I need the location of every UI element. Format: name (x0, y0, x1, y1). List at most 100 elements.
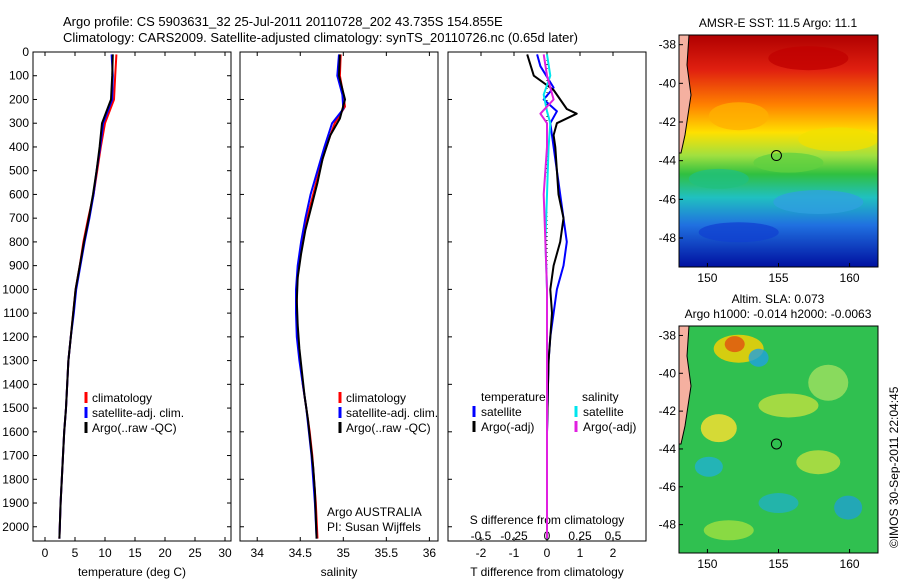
sst-field-patch (753, 152, 824, 173)
sla-field-patch (758, 493, 799, 514)
depth-tick-label: 400 (9, 140, 29, 154)
sla-field-patch (700, 414, 737, 443)
difference-xtick-label: -2 (476, 546, 487, 560)
sla-map-xtick-label: 150 (697, 557, 717, 571)
pi-annotation: PI: Susan Wijffels (327, 520, 421, 534)
depth-tick-label: 1700 (2, 449, 29, 463)
sla-map-subtitle: Argo h1000: -0.014 h2000: -0.0063 (685, 307, 872, 321)
sst-field-patch (773, 190, 864, 215)
temperature-xlabel: temperature (deg C) (78, 565, 186, 579)
sla-map-title: Altim. SLA: 0.073 (732, 292, 825, 306)
sla-field-patch (748, 348, 769, 367)
salinity-xlabel: salinity (321, 565, 358, 579)
salinity-xtick-label: 34.5 (289, 546, 313, 560)
temperature-xtick-label: 25 (188, 546, 202, 560)
sst-field-patch (688, 168, 749, 189)
sst-map-ytick-label: -44 (659, 154, 677, 168)
difference-top-tick-label: 0.25 (568, 529, 592, 543)
difference-xtick-label: -1 (509, 546, 520, 560)
sla-field-patch (796, 450, 841, 475)
difference-xtick-label: 2 (610, 546, 617, 560)
difference-legend-label: Argo(-adj) (481, 420, 534, 434)
sla-map-ytick-label: -48 (659, 518, 677, 532)
sst-field-patch (798, 127, 878, 152)
copyright-watermark: ©IMOS 30-Sep-2011 22:04:45 (887, 386, 900, 548)
sst-map-ytick-label: -48 (659, 231, 677, 245)
depth-tick-label: 1900 (2, 496, 29, 510)
difference-legend-header-salinity: salinity (582, 390, 619, 404)
depth-tick-label: 1100 (3, 306, 29, 320)
difference-xtick-label: 1 (577, 546, 584, 560)
depth-tick-label: 1300 (2, 354, 29, 368)
difference-legend-label: satellite (583, 405, 624, 419)
salinity-legend-label: Argo(..raw -QC) (346, 421, 431, 435)
sst-map-ytick-label: -42 (659, 115, 677, 129)
depth-tick-label: 1600 (2, 425, 29, 439)
sla-map-ytick-label: -38 (659, 328, 677, 342)
temperature-xtick-label: 10 (98, 546, 112, 560)
depth-tick-label: 100 (9, 69, 29, 83)
depth-tick-label: 200 (9, 92, 29, 106)
temperature-plot-frame (32, 51, 232, 542)
sst-field-patch (698, 222, 779, 243)
temperature-xtick-label: 30 (218, 546, 232, 560)
temperature-series-black (58, 54, 114, 539)
depth-tick-label: 1400 (2, 377, 29, 391)
difference-xtick-label: 0 (544, 546, 551, 560)
figure-title-line1: Argo profile: CS 5903631_32 25-Jul-2011 … (63, 14, 503, 29)
sla-field-patch (724, 336, 745, 353)
salinity-legend-label: satellite-adj. clim. (346, 406, 438, 420)
argo-country-annotation: Argo AUSTRALIA (327, 505, 422, 519)
sla-map-ytick-label: -42 (659, 404, 677, 418)
difference-top-tick-label: -0.25 (500, 529, 528, 543)
difference-legend-header-temperature: temperature (481, 390, 546, 404)
sst-map-ytick-label: -46 (659, 192, 677, 206)
depth-tick-label: 1500 (2, 401, 29, 415)
depth-tick-label: 500 (9, 164, 29, 178)
sla-field-patch (834, 495, 863, 520)
difference-xlabel: T difference from climatology (470, 565, 624, 579)
salinity-plot-frame (239, 51, 439, 542)
salinity-legend-label: climatology (346, 391, 406, 405)
difference-legend-label: satellite (481, 405, 522, 419)
sla-map-ytick-label: -44 (659, 442, 677, 456)
sst-map-ytick-label: -38 (659, 38, 677, 52)
sla-field-patch (703, 520, 754, 541)
salinity-xtick-label: 35 (337, 546, 351, 560)
sst-field-patch (708, 102, 769, 131)
temperature-legend-label: satellite-adj. clim. (92, 406, 184, 420)
temperature-xtick-label: 5 (72, 546, 79, 560)
depth-tick-label: 1200 (2, 330, 29, 344)
difference-series-black (526, 54, 578, 539)
depth-tick-label: 900 (9, 259, 29, 273)
temperature-xtick-label: 15 (128, 546, 142, 560)
temperature-xtick-label: 20 (158, 546, 172, 560)
difference-top-tick-label: 0.5 (605, 529, 622, 543)
temperature-legend-label: Argo(..raw -QC) (92, 421, 177, 435)
sla-field-patch (694, 456, 723, 477)
salinity-xtick-label: 34 (251, 546, 265, 560)
difference-series-magenta (539, 54, 555, 539)
depth-tick-label: 1800 (2, 472, 29, 486)
depth-tick-label: 700 (9, 211, 29, 225)
salinity-xtick-label: 35.5 (375, 546, 399, 560)
temperature-legend-label: climatology (92, 391, 152, 405)
sst-map-xtick-label: 155 (768, 271, 788, 285)
figure-title-line2: Climatology: CARS2009. Satellite-adjuste… (63, 30, 578, 45)
difference-top-tick-label: -0.5 (471, 529, 492, 543)
sla-map-ytick-label: -40 (659, 366, 677, 380)
sst-map-title: AMSR-E SST: 11.5 Argo: 11.1 (699, 16, 858, 30)
salinity-series-black (295, 54, 346, 539)
salinity-xtick-label: 36 (423, 546, 437, 560)
depth-tick-label: 2000 (2, 520, 29, 534)
sla-field-patch (808, 364, 849, 401)
sla-map-xtick-label: 160 (840, 557, 860, 571)
sst-map-xtick-label: 160 (840, 271, 860, 285)
sst-map-xtick-label: 150 (697, 271, 717, 285)
difference-legend-label: Argo(-adj) (583, 420, 636, 434)
sla-map-argo-marker (770, 438, 782, 450)
sla-map-xtick-label: 155 (768, 557, 788, 571)
sla-field-patch (758, 393, 819, 418)
